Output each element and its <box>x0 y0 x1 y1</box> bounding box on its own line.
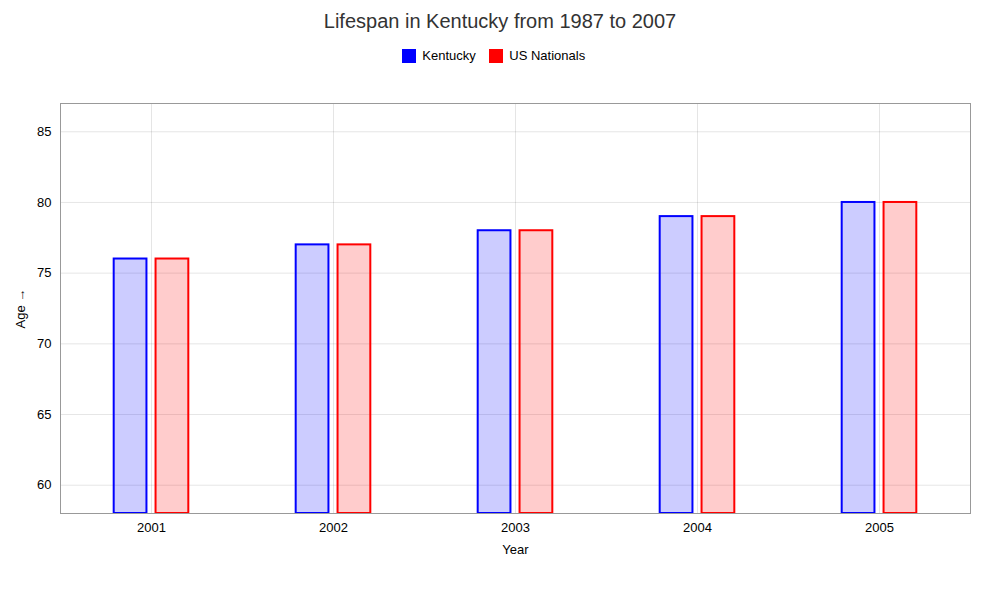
svg-text:65: 65 <box>37 406 51 421</box>
svg-text:Age →: Age → <box>13 288 28 328</box>
svg-text:2005: 2005 <box>865 519 894 534</box>
svg-text:80: 80 <box>37 194 51 209</box>
svg-text:70: 70 <box>37 336 51 351</box>
svg-text:75: 75 <box>37 265 51 280</box>
svg-text:60: 60 <box>37 477 51 492</box>
html-text:US Nationals: US Nationals <box>509 48 586 63</box>
svg-text:2003: 2003 <box>501 519 530 534</box>
svg-text:2002: 2002 <box>319 519 348 534</box>
svg-text:2004: 2004 <box>683 519 712 534</box>
html-text:Kentucky: Kentucky <box>422 48 476 63</box>
html-text:Lifespan in Kentucky from 1987: Lifespan in Kentucky from 1987 to 2007 <box>323 10 677 32</box>
svg-text:Year: Year <box>502 541 529 556</box>
svg-text:85: 85 <box>37 123 51 138</box>
svg-text:2001: 2001 <box>137 519 166 534</box>
